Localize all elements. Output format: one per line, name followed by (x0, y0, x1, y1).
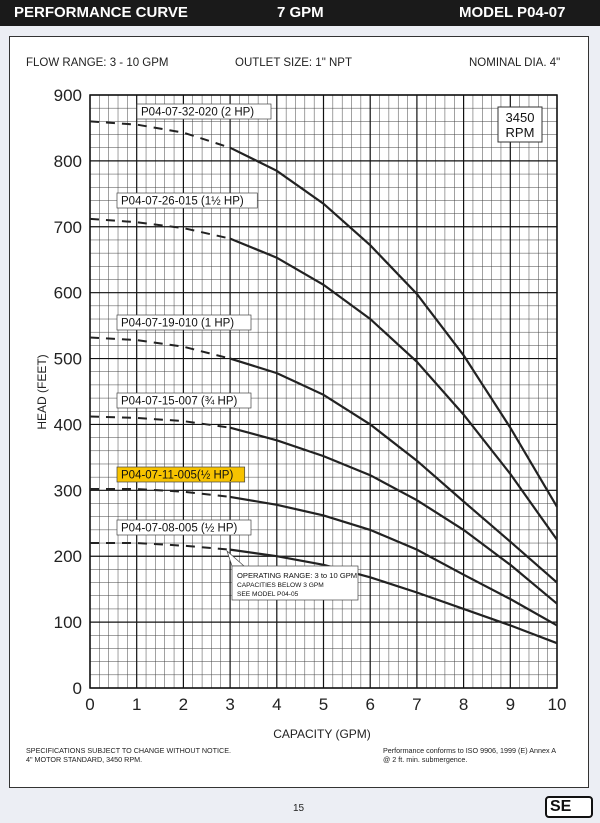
y-tick-label: 300 (54, 481, 82, 500)
series-curve (229, 548, 558, 645)
spec-flow-range: FLOW RANGE: 3 - 10 GPM (26, 57, 169, 69)
page-number: 15 (293, 803, 305, 814)
footer-right-line-2: @ 2 ft. min. submergence. (383, 755, 468, 764)
footer-notes-left: SPECIFICATIONS SUBJECT TO CHANGE WITHOUT… (26, 746, 231, 764)
header-bar: PERFORMANCE CURVE 7 GPM MODEL P04-07 (0, 0, 600, 26)
brand-logo: SE (545, 796, 593, 818)
y-tick-label: 800 (54, 152, 82, 171)
series-curve-dashed (90, 542, 231, 551)
y-tick-label: 900 (54, 86, 82, 105)
series-curve-dashed (89, 415, 231, 429)
footer-left-line-2: 4" MOTOR STANDARD, 3450 RPM. (26, 755, 143, 764)
series-curve (229, 357, 558, 584)
header-model: MODEL P04-07 (459, 4, 566, 21)
series-curve-dashed (89, 120, 231, 149)
series-label: P04-07-19-010 (1 HP) (121, 318, 234, 330)
series-curve (229, 426, 558, 605)
footer-notes-right: Performance conforms to ISO 9906, 1999 (… (383, 746, 556, 764)
plot-border (89, 94, 558, 689)
series-label-box (116, 314, 252, 331)
x-tick-label: 9 (506, 695, 515, 714)
y-tick-label: 600 (54, 284, 82, 303)
series-label: P04-07-08-005 (½ HP) (121, 523, 238, 535)
series-label: P04-07-15-007 (¾ HP) (121, 396, 238, 408)
x-tick-label: 7 (412, 695, 421, 714)
x-tick-label: 6 (365, 695, 374, 714)
series-label-box (116, 466, 246, 483)
spec-nominal-diameter: NOMINAL DIA. 4" (469, 57, 561, 69)
series-curve (229, 495, 558, 627)
speed-label: RPM (506, 125, 535, 140)
series-label-box (116, 519, 252, 536)
x-tick-label: 3 (225, 695, 234, 714)
x-tick-label: 5 (319, 695, 328, 714)
speed-label: 3450 (506, 110, 535, 125)
y-tick-label: 0 (73, 679, 82, 698)
y-tick-label: 700 (54, 218, 82, 237)
footer-left-line-1: SPECIFICATIONS SUBJECT TO CHANGE WITHOUT… (26, 746, 231, 755)
series-label: P04-07-26-015 (1½ HP) (121, 196, 244, 208)
y-tick-label: 400 (54, 415, 82, 434)
annotation-text: CAPACITIES BELOW 3 GPM (237, 582, 324, 589)
footer-right-line-1: Performance conforms to ISO 9906, 1999 (… (383, 746, 556, 755)
series-curve-dashed (90, 488, 231, 498)
x-axis-label: CAPACITY (GPM) (273, 727, 371, 741)
y-tick-label: 500 (54, 350, 82, 369)
x-tick-label: 2 (179, 695, 188, 714)
x-tick-label: 10 (548, 695, 567, 714)
series-curve (229, 237, 558, 541)
speed-box (497, 106, 543, 143)
series-label: P04-07-32-020 (2 HP) (141, 107, 254, 119)
x-tick-label: 1 (132, 695, 141, 714)
series-curve (229, 146, 558, 508)
series-curve-dashed (89, 217, 231, 240)
y-axis-label: HEAD (FEET) (35, 354, 49, 429)
x-tick-label: 8 (459, 695, 468, 714)
spec-outlet-size: OUTLET SIZE: 1" NPT (235, 57, 352, 69)
series-label-box (136, 103, 272, 120)
header-flow-rating: 7 GPM (277, 4, 324, 21)
y-tick-label: 200 (54, 547, 82, 566)
annotation-text: OPERATING RANGE: 3 to 10 GPM (237, 571, 357, 580)
series-curve-dashed (89, 336, 231, 360)
series-label-box (116, 192, 258, 209)
annotation-box (231, 565, 359, 601)
annotation-text: SEE MODEL P04-05 (237, 591, 299, 598)
y-tick-label: 100 (54, 613, 82, 632)
x-tick-label: 0 (85, 695, 94, 714)
series-label: P04-07-11-005(½ HP) (121, 470, 233, 482)
series-label-box (116, 392, 252, 409)
header-title: PERFORMANCE CURVE (14, 4, 188, 21)
x-tick-label: 4 (272, 695, 281, 714)
